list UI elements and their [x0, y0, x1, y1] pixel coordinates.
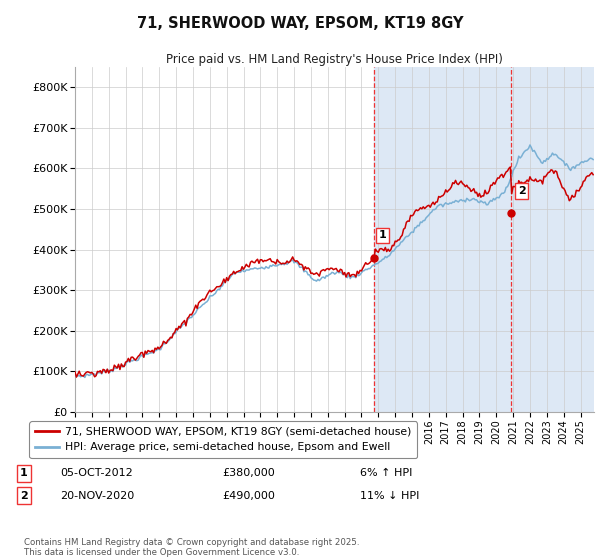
Text: 05-OCT-2012: 05-OCT-2012 — [60, 468, 133, 478]
Title: Price paid vs. HM Land Registry's House Price Index (HPI): Price paid vs. HM Land Registry's House … — [166, 53, 503, 66]
Legend: 71, SHERWOOD WAY, EPSOM, KT19 8GY (semi-detached house), HPI: Average price, sem: 71, SHERWOOD WAY, EPSOM, KT19 8GY (semi-… — [29, 422, 417, 458]
Text: 20-NOV-2020: 20-NOV-2020 — [60, 491, 134, 501]
Text: 11% ↓ HPI: 11% ↓ HPI — [360, 491, 419, 501]
Text: 2: 2 — [518, 186, 526, 196]
Text: 2: 2 — [20, 491, 28, 501]
Text: 6% ↑ HPI: 6% ↑ HPI — [360, 468, 412, 478]
Text: £490,000: £490,000 — [222, 491, 275, 501]
Text: £380,000: £380,000 — [222, 468, 275, 478]
Text: Contains HM Land Registry data © Crown copyright and database right 2025.
This d: Contains HM Land Registry data © Crown c… — [24, 538, 359, 557]
Text: 71, SHERWOOD WAY, EPSOM, KT19 8GY: 71, SHERWOOD WAY, EPSOM, KT19 8GY — [137, 16, 463, 31]
Bar — [374, 67, 594, 412]
Text: 1: 1 — [20, 468, 28, 478]
Text: 1: 1 — [379, 230, 386, 240]
